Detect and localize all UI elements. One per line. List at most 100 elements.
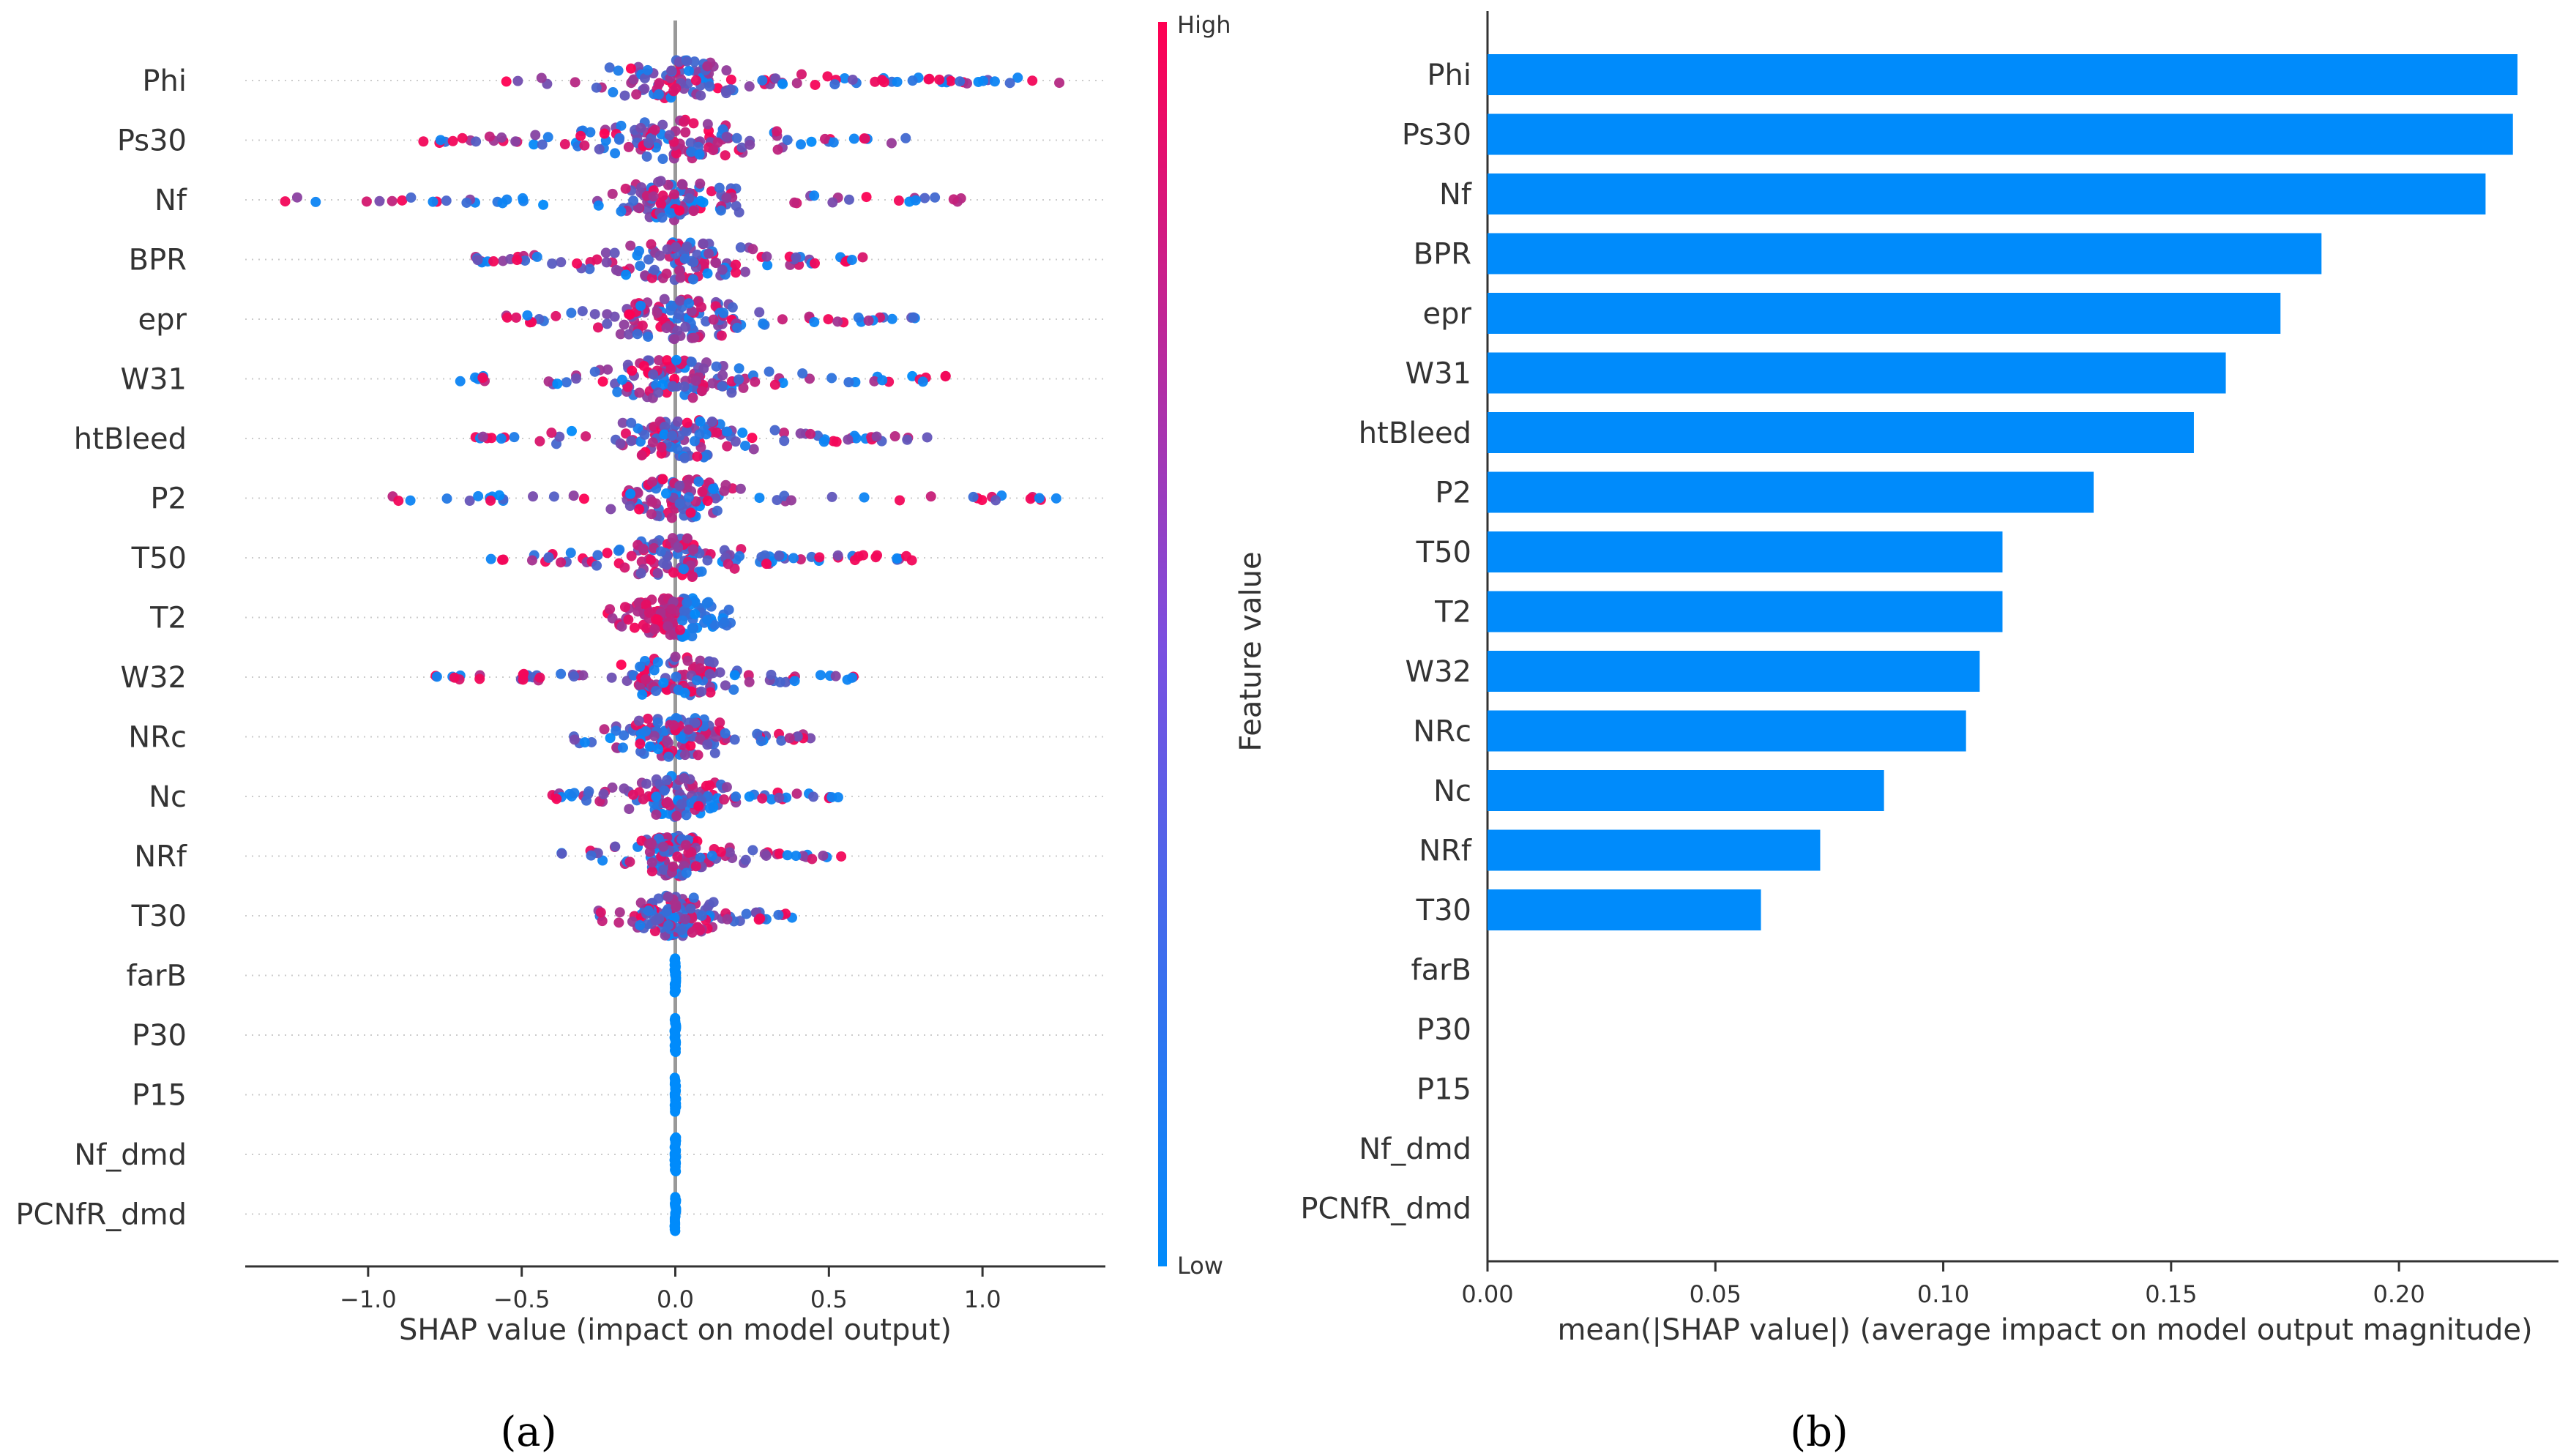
shap-dot bbox=[707, 378, 718, 389]
shap-dot bbox=[657, 190, 668, 201]
feature-label-w31: W31 bbox=[121, 363, 187, 397]
shap-dot bbox=[677, 615, 688, 626]
x-axis-label: SHAP value (impact on model output) bbox=[399, 1313, 952, 1347]
shap-dot bbox=[754, 307, 765, 318]
shap-dot bbox=[989, 76, 1000, 87]
bar-epr bbox=[1488, 293, 2281, 334]
shap-dot bbox=[761, 251, 772, 262]
shap-dot bbox=[788, 553, 799, 564]
shap-dot bbox=[623, 614, 634, 625]
shap-dot bbox=[632, 606, 643, 617]
shap-dot bbox=[441, 493, 452, 504]
shap-dot bbox=[641, 623, 652, 634]
shap-dot bbox=[871, 431, 882, 442]
shap-dot bbox=[652, 744, 663, 755]
shap-dot bbox=[534, 436, 545, 447]
colorbar-high-label: High bbox=[1177, 11, 1231, 39]
shap-dot bbox=[919, 193, 930, 204]
shap-dot bbox=[583, 786, 594, 797]
shap-dot bbox=[578, 670, 589, 681]
shap-dot bbox=[708, 145, 719, 156]
shap-dot bbox=[720, 150, 731, 161]
shap-dot bbox=[679, 773, 690, 784]
shap-dot bbox=[639, 83, 650, 94]
shap-dot bbox=[658, 865, 669, 876]
shap-dot bbox=[696, 686, 707, 697]
shap-dot bbox=[723, 559, 734, 570]
category-label-nrc: NRc bbox=[1413, 715, 1471, 749]
shap-dot bbox=[518, 674, 529, 685]
category-label-farb: farB bbox=[1411, 954, 1471, 988]
shap-dot bbox=[665, 364, 676, 375]
shap-dot bbox=[673, 542, 684, 553]
shap-dot bbox=[702, 614, 713, 625]
shap-dot bbox=[649, 624, 660, 635]
shap-dot bbox=[688, 257, 699, 268]
shap-dot bbox=[615, 438, 626, 449]
shap-dot bbox=[710, 493, 721, 504]
shap-dot bbox=[685, 507, 696, 518]
shap-dot bbox=[632, 423, 643, 434]
shap-dot bbox=[955, 76, 966, 87]
shap-dot bbox=[708, 314, 719, 325]
shap-dot bbox=[831, 436, 842, 447]
shap-dot bbox=[708, 657, 719, 668]
shap-dot bbox=[611, 725, 622, 736]
shap-dot bbox=[568, 671, 579, 682]
shap-dot bbox=[663, 920, 674, 931]
shap-dot bbox=[620, 428, 631, 439]
shap-dot bbox=[892, 76, 903, 87]
shap-dot bbox=[613, 134, 624, 145]
shap-dot bbox=[569, 788, 580, 799]
shap-dot bbox=[635, 568, 646, 579]
shap-dot bbox=[696, 302, 707, 313]
shap-dot bbox=[847, 672, 858, 683]
shap-dot bbox=[688, 118, 699, 129]
shap-dot bbox=[666, 512, 677, 523]
shap-dot bbox=[659, 429, 670, 440]
shap-dot bbox=[870, 76, 881, 87]
shap-dot bbox=[744, 676, 755, 687]
shap-dot bbox=[677, 179, 688, 190]
shap-dot bbox=[808, 791, 819, 802]
shap-dot bbox=[752, 728, 763, 739]
shap-dot bbox=[624, 309, 635, 320]
shap-dot bbox=[703, 597, 714, 608]
shap-dot bbox=[796, 69, 807, 80]
shap-dot bbox=[698, 363, 709, 374]
shap-dot bbox=[626, 436, 637, 447]
shap-dot bbox=[406, 192, 417, 203]
shap-dot bbox=[789, 197, 800, 208]
shap-dot bbox=[614, 907, 625, 918]
shap-dot bbox=[683, 65, 694, 76]
shap-dot bbox=[556, 668, 567, 679]
feature-label-nrf: NRf bbox=[134, 840, 187, 874]
shap-dot bbox=[777, 314, 788, 325]
feature-label-nf: Nf bbox=[154, 184, 187, 217]
shap-dot bbox=[661, 906, 672, 916]
shap-dot bbox=[683, 724, 694, 735]
feature-label-htbleed: htBleed bbox=[74, 422, 187, 456]
shap-dot bbox=[556, 257, 567, 268]
bar-t50 bbox=[1488, 531, 2003, 572]
shap-dot bbox=[616, 206, 627, 217]
x-axis-ticks: −1.0 −0.5 0.0 0.5 1.0 bbox=[340, 1266, 1001, 1313]
shap-dot bbox=[832, 316, 843, 327]
shap-dot bbox=[774, 792, 785, 803]
beeswarm-dots bbox=[280, 55, 1065, 1236]
shap-dot bbox=[761, 850, 772, 861]
shap-dot bbox=[741, 908, 752, 919]
feature-label-farb: farB bbox=[127, 960, 187, 993]
bar-t30 bbox=[1488, 889, 1761, 930]
feature-labels: Phi Ps30 Nf BPR epr W31 htBleed P2 T50 T2 W32 NRc Nc… bbox=[15, 64, 187, 1232]
feature-label-nc: Nc bbox=[149, 780, 187, 814]
shap-dot bbox=[671, 83, 682, 94]
shap-dot bbox=[863, 316, 874, 326]
shap-dot bbox=[638, 360, 649, 371]
shap-dot bbox=[624, 856, 635, 867]
shap-dot bbox=[643, 331, 654, 342]
colorbar-title: Feature value bbox=[1234, 551, 1268, 751]
category-label-nf-dmd: Nf_dmd bbox=[1359, 1132, 1471, 1166]
shap-dot bbox=[633, 715, 644, 726]
shap-dot bbox=[656, 199, 667, 210]
